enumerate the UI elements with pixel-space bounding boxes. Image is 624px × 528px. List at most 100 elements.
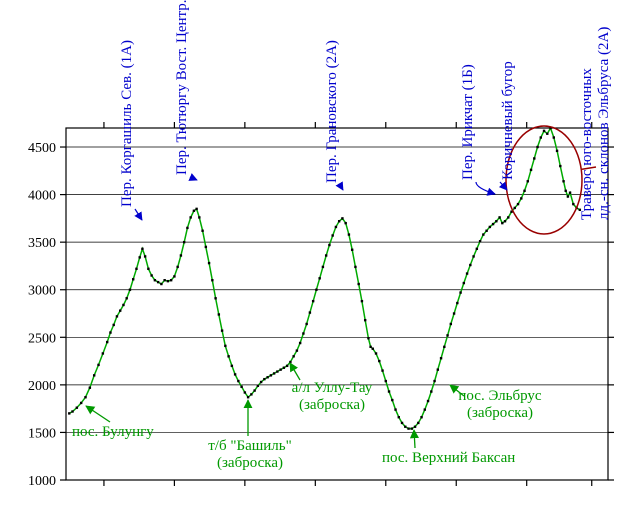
data-marker [433, 380, 435, 382]
data-marker [437, 368, 439, 370]
lowpoint-arrow [290, 363, 300, 380]
data-marker [364, 319, 366, 321]
data-marker [163, 279, 165, 281]
data-marker [247, 396, 249, 398]
data-marker [167, 280, 169, 282]
data-marker [530, 169, 532, 171]
data-marker [80, 402, 82, 404]
y-tick-label: 2000 [28, 379, 56, 394]
y-tick-label: 1000 [28, 474, 56, 489]
data-marker [446, 334, 448, 336]
y-tick-label: 3500 [28, 236, 56, 251]
data-marker [309, 311, 311, 313]
data-marker [559, 165, 561, 167]
data-marker [102, 352, 104, 354]
pass-label: Пер. Ирикчат (1Б) [460, 64, 476, 180]
data-marker [354, 266, 356, 268]
data-marker [180, 254, 182, 256]
data-marker [394, 408, 396, 410]
data-marker [466, 272, 468, 274]
data-marker [170, 279, 172, 281]
data-marker [205, 246, 207, 248]
data-marker [276, 370, 278, 372]
data-marker [459, 291, 461, 293]
data-marker [472, 255, 474, 257]
data-marker [504, 220, 506, 222]
data-marker [234, 373, 236, 375]
data-marker [411, 427, 413, 429]
data-marker [344, 222, 346, 224]
data-marker [93, 374, 95, 376]
pass-label: Пер. Тютюргу Вост. Центр. (1Б) [174, 0, 190, 175]
data-marker [507, 216, 509, 218]
data-marker [71, 410, 73, 412]
y-tick-label: 3000 [28, 284, 56, 299]
data-marker [214, 297, 216, 299]
data-marker [257, 385, 259, 387]
data-marker [141, 248, 143, 250]
data-marker [476, 248, 478, 250]
data-marker [189, 216, 191, 218]
data-marker [351, 249, 353, 251]
chart-container: 10001500200025003000350040004500Пер. Кор… [0, 0, 624, 528]
data-marker [485, 230, 487, 232]
data-marker [244, 391, 246, 393]
data-marker [540, 136, 542, 138]
data-marker [501, 222, 503, 224]
data-marker [302, 332, 304, 334]
data-marker [443, 346, 445, 348]
data-marker [273, 372, 275, 374]
data-marker [546, 133, 548, 135]
y-tick-label: 4000 [28, 189, 56, 204]
data-marker [201, 230, 203, 232]
data-marker [89, 387, 91, 389]
data-marker [186, 227, 188, 229]
data-marker [527, 180, 529, 182]
data-marker [543, 130, 545, 132]
data-marker [139, 256, 141, 258]
data-marker [482, 233, 484, 235]
data-marker [331, 234, 333, 236]
data-marker [420, 416, 422, 418]
data-marker [385, 380, 387, 382]
pass-label-arrow [135, 209, 142, 220]
data-marker [154, 279, 156, 281]
data-marker [565, 190, 567, 192]
data-marker [250, 393, 252, 395]
data-marker [381, 369, 383, 371]
data-marker [369, 346, 371, 348]
data-marker [312, 300, 314, 302]
data-marker [106, 341, 108, 343]
y-tick-label: 4500 [28, 141, 56, 156]
data-marker [341, 217, 343, 219]
data-marker [260, 381, 262, 383]
data-marker [221, 329, 223, 331]
data-marker [211, 279, 213, 281]
data-marker [116, 315, 118, 317]
data-marker [375, 352, 377, 354]
lowpoint-label: пос. Булунгу [72, 424, 154, 440]
data-marker [348, 233, 350, 235]
data-marker [372, 348, 374, 350]
pass-label: Пер. Грановского (2А) [324, 40, 340, 183]
data-marker [292, 355, 294, 357]
pass-label: Траверс юго-восточных [579, 68, 595, 220]
data-marker [407, 427, 409, 429]
data-marker [126, 297, 128, 299]
highlight-ellipse [506, 126, 582, 234]
pass-label: Пер. Коргашиль Сев. (1А) [119, 40, 135, 207]
pass-label: лд.-сн. склонов Эльбруса (2А) [596, 27, 612, 220]
data-marker [68, 412, 70, 414]
data-marker [498, 216, 500, 218]
data-marker [388, 390, 390, 392]
lowpoint-label: пос. Верхний Баксан [382, 450, 515, 466]
data-marker [253, 389, 255, 391]
data-marker [109, 331, 111, 333]
lowpoint-label: а/л Уллу-Тау [292, 380, 373, 396]
data-marker [562, 180, 564, 182]
data-marker [231, 365, 233, 367]
data-marker [193, 210, 195, 212]
y-tick-label: 2500 [28, 331, 56, 346]
data-marker [328, 244, 330, 246]
data-marker [492, 223, 494, 225]
